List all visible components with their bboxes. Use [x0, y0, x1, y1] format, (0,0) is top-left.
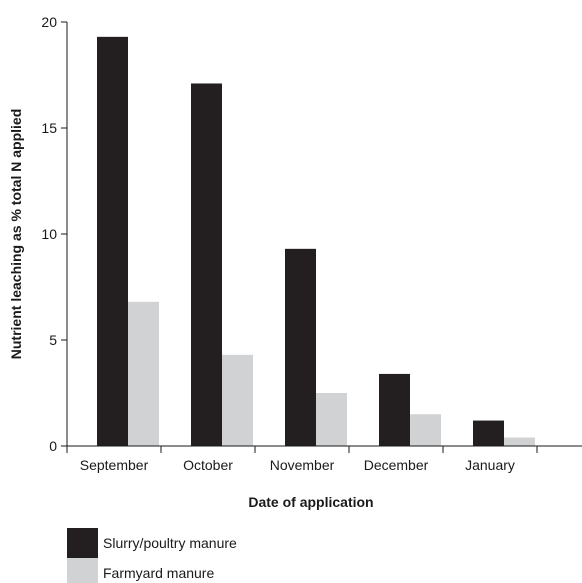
bar-farmyard-november [316, 393, 347, 446]
bar-farmyard-october [222, 354, 253, 446]
y-axis-title: Nutrient leaching as % total N applied [8, 109, 24, 359]
ticks-group: 0 5 10 15 20 September October November December… [41, 14, 538, 473]
x-tick-label-december: December [364, 457, 429, 473]
bar-farmyard-september [128, 301, 159, 446]
x-tick-label-january: January [465, 457, 515, 473]
bar-slurry-january [473, 420, 504, 446]
x-axis-title: Date of application [248, 494, 373, 510]
bar-farmyard-december [410, 414, 441, 446]
legend-swatch-farmyard [67, 558, 98, 583]
legend-swatch-slurry [67, 528, 98, 558]
legend: Slurry/poultry manure Farmyard manure [67, 528, 237, 583]
legend-label-farmyard: Farmyard manure [103, 565, 214, 581]
bar-slurry-october [191, 83, 222, 446]
bars-group [97, 36, 535, 447]
bar-slurry-december [379, 373, 410, 446]
legend-label-slurry: Slurry/poultry manure [103, 535, 237, 551]
y-tick-label-10: 10 [41, 226, 57, 242]
x-tick-label-september: September [80, 457, 149, 473]
y-tick-label-5: 5 [49, 332, 57, 348]
y-tick-label-15: 15 [41, 120, 57, 136]
bar-slurry-september [97, 36, 128, 447]
y-tick-label-20: 20 [41, 14, 57, 30]
x-tick-label-november: November [270, 457, 335, 473]
x-tick-label-october: October [183, 457, 233, 473]
bar-farmyard-january [504, 437, 535, 446]
bar-slurry-november [285, 248, 316, 446]
y-tick-label-0: 0 [49, 438, 57, 454]
